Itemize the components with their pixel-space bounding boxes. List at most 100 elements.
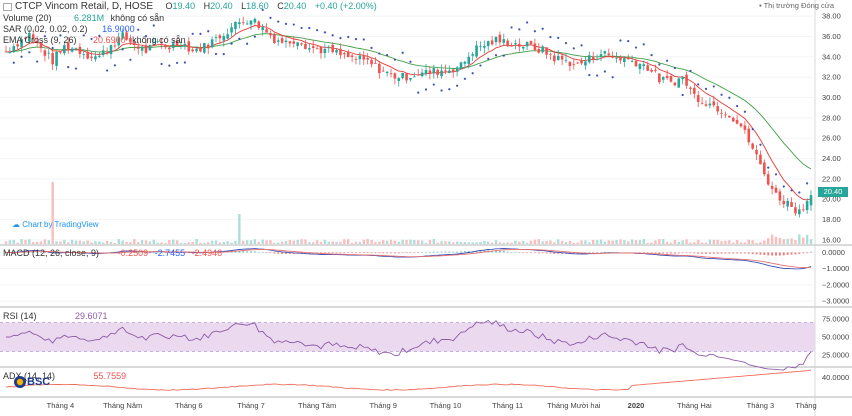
price-tick-label: 20.00 [822, 195, 841, 204]
tradingview-credit[interactable]: ☁ Chart by TradingView [12, 220, 99, 229]
candle-body [724, 114, 727, 116]
candle-body [4, 51, 8, 53]
candle-body [323, 48, 327, 54]
candle-body [720, 113, 723, 115]
volume-bar [269, 240, 272, 244]
candle-body [599, 54, 603, 57]
candle-body [164, 44, 167, 48]
volume-bar [70, 239, 74, 244]
sar-dot [238, 37, 241, 40]
macd-histogram-bar [518, 252, 521, 253]
macd-signal-line [6, 248, 812, 269]
macd-histogram-bar [681, 252, 684, 254]
adx-value: 55.7559 [93, 371, 127, 381]
credit-text: Chart by TradingView [22, 220, 99, 229]
macd-histogram-bar [355, 252, 357, 254]
macd-histogram-bar [685, 252, 688, 254]
macd-histogram-bar [728, 252, 731, 254]
sar-legend[interactable]: SAR (0.02, 0.02, 0.2) 16.9000 [3, 24, 135, 34]
candle-body [556, 55, 560, 61]
volume-bar [405, 239, 408, 244]
candle-body [94, 56, 97, 60]
macd-histogram-bar [693, 252, 696, 254]
candle-body [284, 40, 288, 43]
volume-bar [331, 241, 334, 244]
close-value: 20.40 [283, 1, 307, 11]
candle-body [420, 72, 424, 77]
candle-body [654, 69, 657, 71]
rsi-legend[interactable]: RSI (14) 29.6071 [3, 311, 108, 321]
sar-dot [277, 20, 280, 23]
candle-body [704, 104, 708, 106]
macd-histogram-bar [712, 252, 715, 254]
volume-bar [382, 240, 385, 244]
time-tick-label: Tháng Tám [298, 401, 336, 410]
sar-dot [98, 34, 101, 37]
sar-dot [666, 59, 669, 62]
volume-bar [665, 241, 669, 244]
volume-bar [417, 240, 420, 244]
price-tick-label: 36.00 [822, 32, 841, 41]
candle-body [253, 18, 257, 23]
candle-body [315, 48, 319, 50]
macd-histogram-bar [183, 252, 186, 254]
volume-bar [183, 242, 187, 244]
collapse-icon[interactable] [3, 2, 12, 11]
volume-bar [518, 241, 521, 244]
volume-bar [732, 242, 735, 244]
macd-histogram-bar [265, 252, 268, 254]
candle-body [646, 65, 649, 71]
sar-dot [401, 51, 404, 54]
macd-histogram-bar [335, 252, 338, 254]
macd-histogram-bar [771, 252, 774, 256]
sar-dot [160, 62, 163, 66]
volume-bar [292, 240, 295, 244]
volume-bar [374, 242, 377, 244]
volume-bar [238, 214, 241, 244]
macd-histogram-bar [697, 252, 700, 254]
volume-bar [479, 241, 482, 244]
candle-body [541, 46, 544, 53]
macd-histogram-bar [782, 252, 785, 256]
volume-bar [129, 242, 132, 244]
volume-legend[interactable]: Volume (20) 6.281M không có sẵn [3, 13, 164, 23]
volume-bar [105, 240, 109, 244]
candle-body [350, 55, 354, 57]
price-tick-label: 32.00 [822, 73, 841, 82]
rsi-label: RSI (14) [3, 311, 37, 321]
sar-dot [697, 83, 700, 86]
rsi-tick-label: 50.0000 [822, 333, 849, 342]
axis-layer: 16.00 18.00 20.00 22.00 24.00 26.00 28.00 30.00… [47, 12, 850, 410]
adx-legend[interactable]: ADX (14, 14) 55.7559 [3, 371, 126, 381]
volume-bar [545, 240, 548, 244]
macd-histogram-bar [137, 252, 140, 253]
sar-dot [634, 46, 638, 49]
sar-dot [790, 189, 793, 192]
candle-body [343, 53, 346, 55]
sar-dot [308, 26, 311, 30]
candle-body [642, 64, 646, 67]
sar-dot [541, 27, 544, 30]
candle-body [665, 75, 669, 79]
candle-body [378, 63, 381, 74]
high-value: 20.40 [210, 1, 233, 11]
macd-histogram-bar [530, 252, 532, 254]
volume-bar [747, 239, 750, 244]
macd-histogram-bar [677, 252, 680, 254]
macd-legend[interactable]: MACD (12, 26, close, 9) -0.2509 -2.7455 … [3, 248, 222, 258]
sar-dot [261, 8, 264, 12]
candle-body [409, 78, 412, 80]
volume-bar [148, 241, 152, 244]
sar-dot [596, 74, 599, 77]
macd-histogram-bar [592, 252, 595, 254]
candle-body [125, 32, 128, 40]
candle-body [479, 46, 482, 48]
macd-histogram-bar [160, 252, 163, 254]
volume-bar [323, 239, 327, 244]
sar-dot [471, 72, 474, 75]
candle-body [693, 87, 696, 94]
candle-body [502, 39, 506, 43]
time-tick-label: Tháng 11 [492, 401, 523, 410]
ema-legend[interactable]: EMA Cross (9, 26) 20.6900 không có sẵn [3, 35, 186, 45]
